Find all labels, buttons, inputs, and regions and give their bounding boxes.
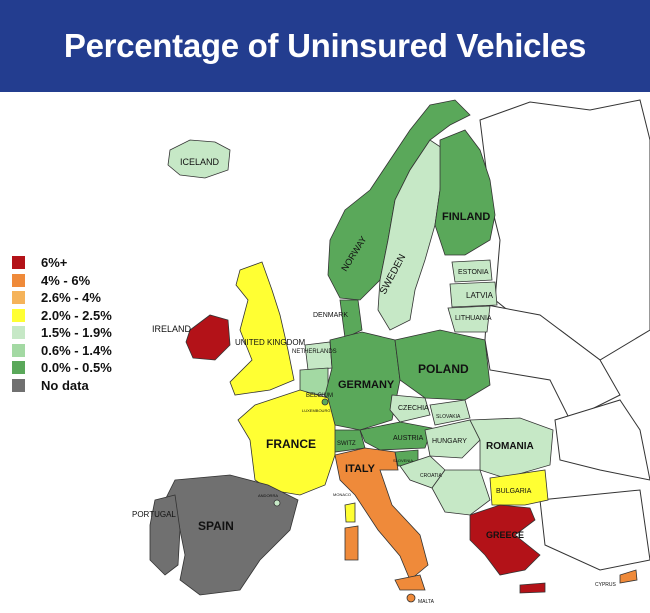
map-title: Percentage of Uninsured Vehicles <box>63 27 587 64</box>
label-france: FRANCE <box>266 437 316 451</box>
label-slovenia: SLOVENIA <box>393 458 413 463</box>
country-sardinia <box>344 525 359 561</box>
legend-swatch <box>12 256 25 270</box>
label-netherlands: NETHERLANDS <box>292 349 337 355</box>
country-finland <box>434 129 496 256</box>
country-germany <box>324 331 401 431</box>
legend-swatch <box>12 378 25 392</box>
country-uk <box>229 261 295 396</box>
country-crete <box>519 582 546 594</box>
legend-item: No data <box>12 377 112 395</box>
legend-label: 4% - 6% <box>41 272 91 288</box>
label-poland: POLAND <box>418 362 469 376</box>
legend-item: 4% - 6% <box>12 272 112 290</box>
legend-item: 0.0% - 0.5% <box>12 359 112 377</box>
legend-label: 2.6% - 4% <box>41 290 101 306</box>
country-sicily <box>394 574 426 591</box>
label-uk: UNITED KINGDOM <box>235 338 306 347</box>
legend-item: 0.6% - 1.4% <box>12 342 112 360</box>
label-spain: SPAIN <box>198 519 234 533</box>
label-monaco: MONACO <box>333 492 351 497</box>
legend-swatch <box>12 326 25 340</box>
country-slovakia <box>429 399 471 426</box>
legend-swatch <box>12 361 25 375</box>
country-poland <box>394 329 491 401</box>
legend-label: 1.5% - 1.9% <box>41 325 112 341</box>
label-austria: AUSTRIA <box>393 435 424 442</box>
country-iceland <box>167 139 231 179</box>
legend-swatch <box>12 308 25 322</box>
label-hungary: HUNGARY <box>432 438 467 445</box>
label-denmark: DENMARK <box>313 312 348 319</box>
country-sweden <box>377 139 446 331</box>
country-austria <box>359 421 433 451</box>
legend-item: 2.0% - 2.5% <box>12 307 112 325</box>
country-czechia <box>389 394 431 423</box>
label-estonia: ESTONIA <box>458 269 489 276</box>
europe-map: ICELAND NORWAY SWEDEN FINLAND ESTONIA LA… <box>132 99 650 605</box>
legend-label: 0.0% - 0.5% <box>41 360 112 376</box>
legend-item: 6%+ <box>12 254 112 272</box>
label-greece: GREECE <box>486 530 524 540</box>
label-lithuania: LITHUANIA <box>455 315 492 322</box>
country-bulgaria <box>489 469 549 506</box>
label-latvia: LATVIA <box>466 291 494 300</box>
country-corsica <box>344 502 356 523</box>
label-ireland: IRELAND <box>152 324 192 334</box>
country-andorra <box>273 499 281 507</box>
country-ireland <box>185 314 231 361</box>
label-switz: SWITZ <box>337 441 356 447</box>
country-netherlands <box>304 341 333 371</box>
country-latvia <box>449 281 498 308</box>
label-czechia: CZECHIA <box>398 405 429 412</box>
legend-item: 1.5% - 1.9% <box>12 324 112 342</box>
country-malta <box>406 593 416 603</box>
country-lithuania <box>447 305 491 333</box>
label-slovakia: SLOVAKIA <box>436 414 461 420</box>
label-malta: MALTA <box>418 599 435 605</box>
label-germany: GERMANY <box>338 379 395 391</box>
legend-label: 2.0% - 2.5% <box>41 307 112 323</box>
country-denmark <box>339 299 363 339</box>
country-greece <box>469 504 541 576</box>
country-hungary <box>424 419 481 459</box>
legend-label: No data <box>41 377 89 393</box>
legend-label: 6%+ <box>41 255 68 271</box>
country-estonia <box>451 259 493 283</box>
country-france <box>237 389 336 496</box>
other-countries <box>479 99 650 571</box>
country-italy <box>334 447 429 581</box>
country-balkans <box>431 469 491 516</box>
legend: 6%+ 4% - 6% 2.6% - 4% 2.0% - 2.5% 1.5% - 1.9… <box>12 254 112 394</box>
legend-swatch <box>12 273 25 287</box>
legend-label: 0.6% - 1.4% <box>41 342 112 358</box>
label-luxembourg: LUXEMBOURG <box>302 408 330 413</box>
country-portugal <box>149 494 181 576</box>
legend-item: 2.6% - 4% <box>12 289 112 307</box>
label-romania: ROMANIA <box>486 441 534 452</box>
country-cyprus <box>619 569 638 584</box>
label-iceland: ICELAND <box>180 157 220 167</box>
title-banner: Percentage of Uninsured Vehicles <box>0 0 650 92</box>
legend-swatch <box>12 291 25 305</box>
label-italy: ITALY <box>345 463 376 475</box>
country-romania <box>469 417 554 479</box>
label-portugal: PORTUGAL <box>132 510 176 519</box>
label-bulgaria: BULGARIA <box>496 488 532 495</box>
country-spain <box>164 474 299 596</box>
label-cyprus: CYPRUS <box>595 582 617 588</box>
country-luxembourg <box>321 398 329 406</box>
label-andorra: ANDORRA <box>258 493 278 498</box>
legend-swatch <box>12 343 25 357</box>
label-belgium: BELGIUM <box>306 393 333 399</box>
label-finland: FINLAND <box>442 211 490 223</box>
label-croatia: CROATIA <box>420 473 443 479</box>
